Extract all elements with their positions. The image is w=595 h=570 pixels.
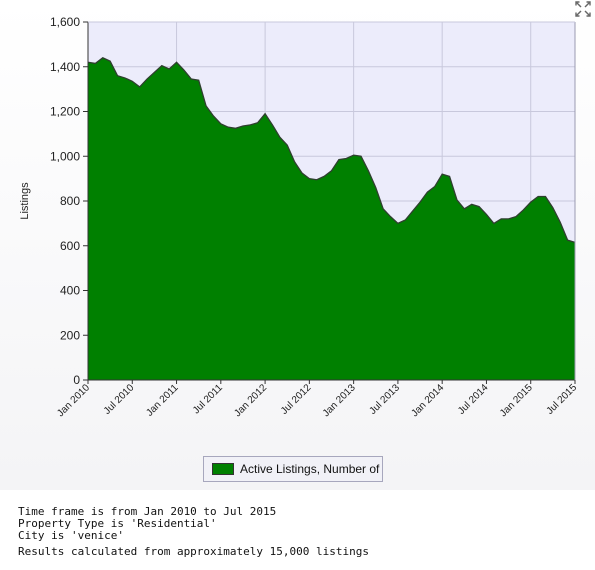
x-tick-label: Jan 2011: [144, 382, 181, 419]
chart-legend: Active Listings, Number of: [203, 456, 383, 482]
x-tick-label: Jul 2011: [191, 382, 225, 416]
y-tick-label: 1,400: [50, 60, 80, 74]
x-tick-labels: Jan 2010 Jul 2010 Jan 2011 Jul 2011 Jan 2012…: [55, 380, 579, 419]
y-tick-label: 600: [60, 239, 80, 253]
chart-notes: Time frame is from Jan 2010 to Jul 2015 …: [18, 506, 369, 558]
y-tick-label: 400: [60, 284, 80, 298]
legend-label: Active Listings, Number of: [240, 462, 380, 476]
y-tick-label: 200: [60, 328, 80, 342]
x-tick-label: Jul 2010: [102, 382, 137, 417]
x-tick-label: Jan 2012: [232, 382, 269, 419]
y-tick-label: 1,200: [50, 105, 80, 119]
x-tick-label: Jan 2014: [409, 382, 446, 419]
series-area: [88, 57, 575, 381]
note-results: Results calculated from approximately 15…: [18, 545, 369, 558]
series-line: [87, 57, 576, 244]
x-tick-label: Jul 2015: [545, 382, 580, 417]
y-axis-title: Listings: [19, 182, 31, 220]
legend-swatch: [212, 463, 234, 475]
y-tick-labels: 0 200 400 600 800 1,000 1,200 1,400 1,600: [50, 15, 88, 387]
y-tick-label: 1,000: [50, 149, 80, 163]
note-time-frame: Time frame is from Jan 2010 to Jul 2015: [18, 505, 277, 518]
series-area-layer: [87, 57, 576, 381]
expand-icon[interactable]: [574, 0, 592, 18]
y-tick-label: 0: [73, 373, 80, 387]
note-city: City is 'venice': [18, 529, 124, 542]
x-tick-label: Jan 2013: [321, 382, 358, 419]
area-chart: 0 200 400 600 800 1,000 1,200 1,400 1,600 Jan 20…: [19, 15, 579, 419]
note-property-type: Property Type is 'Residential': [18, 517, 217, 530]
y-tick-label: 1,600: [50, 15, 80, 29]
x-tick-label: Jul 2013: [368, 382, 403, 417]
x-tick-label: Jan 2015: [498, 382, 535, 419]
x-tick-label: Jul 2014: [456, 382, 491, 417]
x-tick-label: Jul 2012: [279, 382, 314, 417]
x-tick-label: Jan 2010: [55, 382, 92, 419]
y-tick-label: 800: [60, 194, 80, 208]
axes: [87, 21, 576, 381]
